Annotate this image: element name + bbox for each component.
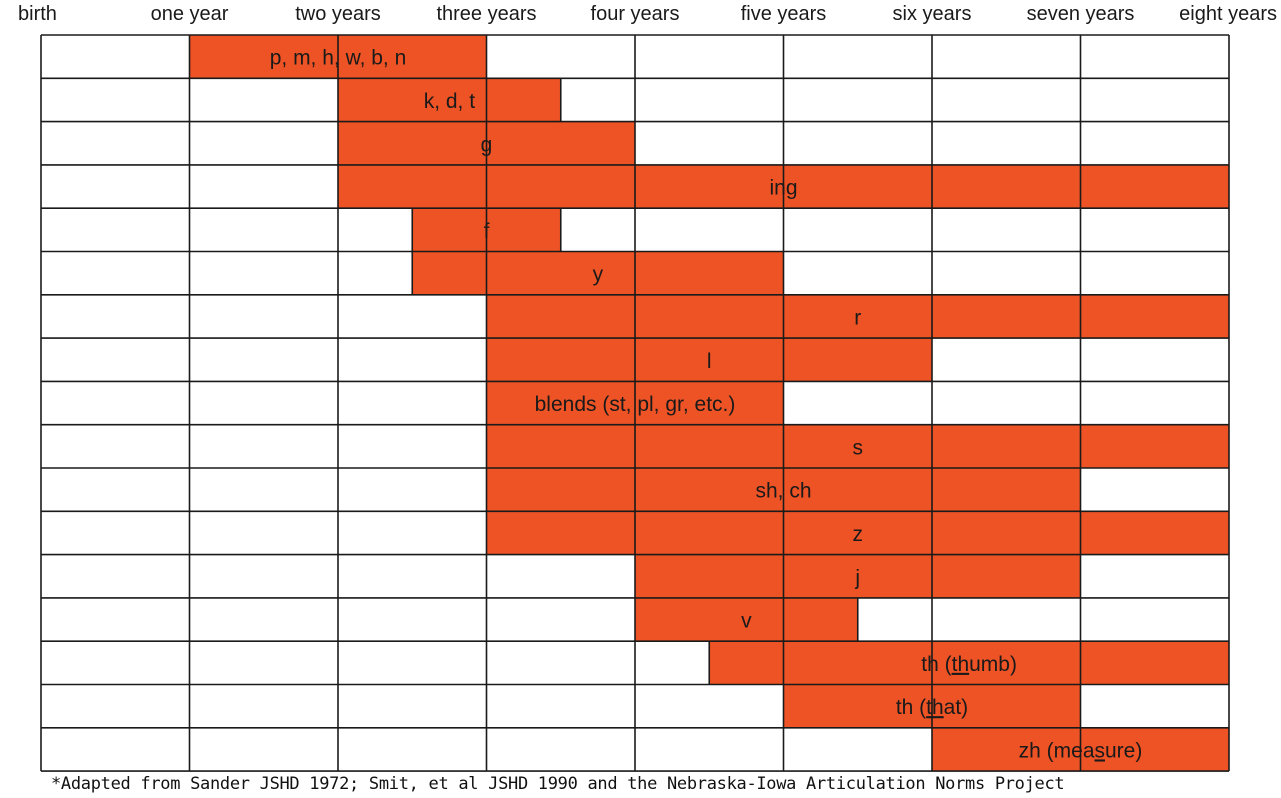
- bar-label: ing: [769, 177, 797, 200]
- range-bar: [486, 338, 932, 382]
- range-bar: [635, 554, 1081, 598]
- age-tick-label: birth: [18, 3, 57, 25]
- range-bar: [709, 641, 1229, 685]
- range-bar: [412, 251, 784, 295]
- age-axis-labels: birth one year two years three years four ye…: [18, 3, 1277, 25]
- bar-labels: p, m, h, w, b, n k, d, tg ing f y r l blends (s…: [270, 47, 1143, 763]
- bar-label: g: [481, 133, 493, 156]
- age-tick-label: four years: [591, 3, 680, 25]
- bar-label: th (thumb): [921, 653, 1017, 676]
- range-bar: [338, 78, 561, 122]
- bar-label: p, m, h, w, b, n: [270, 47, 407, 70]
- bar-label: blends (st, pl, gr, etc.): [535, 393, 736, 416]
- chart-grid: [40, 34, 1230, 772]
- bar-label: f: [484, 220, 490, 243]
- bar-label: zh (measure): [1019, 739, 1143, 762]
- bar-label: l: [707, 350, 712, 373]
- age-tick-label: three years: [436, 3, 536, 25]
- bar-label: th (that): [896, 696, 968, 719]
- age-tick-label: five years: [741, 3, 827, 25]
- bar-label: s: [853, 436, 864, 459]
- bar-label: v: [741, 610, 752, 633]
- bar-label: z: [853, 523, 864, 546]
- range-bar: [635, 597, 858, 642]
- bar-label: r: [854, 306, 861, 329]
- age-tick-label: two years: [295, 3, 381, 25]
- range-bar: [486, 294, 1229, 339]
- source-footnote: *Adapted from Sander JSHD 1972; Smit, et…: [51, 774, 1065, 794]
- bar-label: j: [854, 566, 860, 589]
- age-tick-label: eight years: [1179, 3, 1277, 25]
- range-bar: [486, 424, 1229, 468]
- bar-label: k, d, t: [424, 90, 476, 113]
- age-tick-label: seven years: [1027, 3, 1135, 25]
- age-tick-label: six years: [893, 3, 972, 25]
- age-tick-label: one year: [151, 3, 229, 25]
- bar-label: sh, ch: [755, 480, 811, 503]
- range-bar: [486, 511, 1229, 555]
- bar-label: y: [593, 263, 604, 286]
